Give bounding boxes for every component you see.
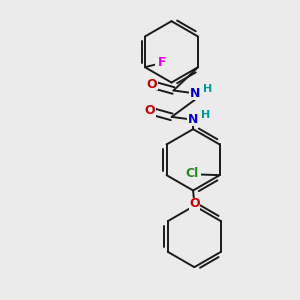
Bar <box>187 114 199 126</box>
Bar <box>184 168 201 180</box>
Bar <box>145 78 158 91</box>
Text: H: H <box>201 110 210 120</box>
Text: N: N <box>190 87 200 100</box>
Bar <box>143 105 156 117</box>
Bar <box>155 56 169 68</box>
Text: F: F <box>158 56 166 69</box>
Bar <box>189 87 201 100</box>
Text: O: O <box>146 78 157 91</box>
Text: O: O <box>189 197 200 211</box>
Text: H: H <box>202 84 212 94</box>
Text: O: O <box>144 104 155 117</box>
Bar <box>189 199 200 209</box>
Text: Cl: Cl <box>185 167 199 180</box>
Text: N: N <box>188 113 198 126</box>
